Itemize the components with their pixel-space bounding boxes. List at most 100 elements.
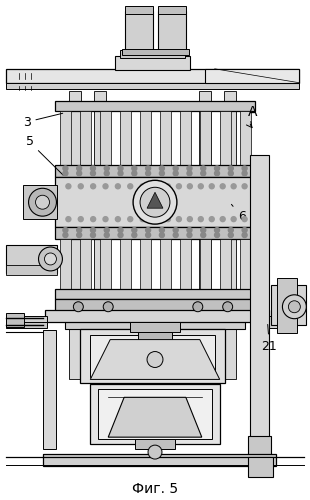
Circle shape xyxy=(187,232,192,237)
Circle shape xyxy=(231,216,236,222)
Circle shape xyxy=(173,228,178,232)
Circle shape xyxy=(187,171,192,176)
Circle shape xyxy=(173,232,178,237)
Bar xyxy=(100,239,111,289)
Bar xyxy=(248,457,273,477)
Circle shape xyxy=(91,216,95,222)
Circle shape xyxy=(187,184,192,189)
Circle shape xyxy=(103,302,113,312)
Bar xyxy=(94,90,106,380)
Circle shape xyxy=(77,232,82,237)
Bar xyxy=(200,110,211,166)
Bar xyxy=(140,239,151,289)
Circle shape xyxy=(215,232,219,237)
Polygon shape xyxy=(108,398,202,437)
Bar xyxy=(180,239,191,289)
Bar xyxy=(120,110,131,166)
Text: 21: 21 xyxy=(262,324,277,352)
Circle shape xyxy=(215,171,219,176)
Circle shape xyxy=(159,166,164,171)
Bar xyxy=(250,156,269,439)
Circle shape xyxy=(166,184,171,189)
Bar xyxy=(135,439,175,449)
Bar xyxy=(55,289,255,299)
Circle shape xyxy=(193,302,203,312)
Bar xyxy=(80,328,225,384)
Circle shape xyxy=(176,216,181,222)
Circle shape xyxy=(228,228,233,232)
Circle shape xyxy=(173,171,178,176)
Bar xyxy=(90,334,215,378)
Text: Фиг. 5: Фиг. 5 xyxy=(132,482,178,496)
Bar xyxy=(224,90,236,380)
Circle shape xyxy=(146,228,151,232)
Circle shape xyxy=(209,216,214,222)
Circle shape xyxy=(63,228,68,232)
Text: 6: 6 xyxy=(232,204,246,223)
Circle shape xyxy=(228,232,233,237)
Circle shape xyxy=(187,216,192,222)
Bar xyxy=(140,110,151,166)
Circle shape xyxy=(242,166,247,171)
Bar xyxy=(23,186,57,219)
Circle shape xyxy=(104,232,109,237)
Circle shape xyxy=(153,184,157,189)
Circle shape xyxy=(77,228,82,232)
Circle shape xyxy=(118,228,123,232)
Bar xyxy=(130,322,180,332)
Circle shape xyxy=(242,171,247,176)
Bar xyxy=(55,100,255,110)
Circle shape xyxy=(242,184,247,189)
Circle shape xyxy=(176,184,181,189)
Bar xyxy=(69,90,81,380)
Circle shape xyxy=(146,232,151,237)
Bar xyxy=(55,299,255,312)
Circle shape xyxy=(132,232,137,237)
Circle shape xyxy=(132,228,137,232)
Bar xyxy=(120,50,185,58)
Polygon shape xyxy=(147,192,163,208)
Circle shape xyxy=(201,232,206,237)
Bar xyxy=(60,110,71,166)
Bar xyxy=(42,454,277,466)
Circle shape xyxy=(118,232,123,237)
Text: A: A xyxy=(246,104,257,128)
Circle shape xyxy=(128,216,133,222)
Bar xyxy=(160,110,171,166)
Circle shape xyxy=(242,232,247,237)
Circle shape xyxy=(187,166,192,171)
Circle shape xyxy=(140,188,170,217)
Circle shape xyxy=(91,166,95,171)
Bar xyxy=(220,110,231,166)
Bar xyxy=(160,239,171,289)
Bar xyxy=(268,316,297,328)
Bar xyxy=(80,110,91,166)
Circle shape xyxy=(91,228,95,232)
Circle shape xyxy=(198,184,203,189)
Circle shape xyxy=(78,216,83,222)
Bar xyxy=(42,330,56,449)
Bar xyxy=(240,239,250,289)
Bar xyxy=(158,6,186,14)
Circle shape xyxy=(209,184,214,189)
Circle shape xyxy=(242,228,247,232)
Circle shape xyxy=(228,166,233,171)
Circle shape xyxy=(91,171,95,176)
Circle shape xyxy=(103,216,108,222)
Circle shape xyxy=(38,247,62,271)
Circle shape xyxy=(140,216,145,222)
Circle shape xyxy=(215,228,219,232)
Circle shape xyxy=(91,232,95,237)
Bar xyxy=(158,11,186,51)
Circle shape xyxy=(63,232,68,237)
Circle shape xyxy=(146,171,151,176)
Bar xyxy=(55,166,255,177)
Circle shape xyxy=(187,228,192,232)
Circle shape xyxy=(66,216,71,222)
Text: 5: 5 xyxy=(26,136,64,175)
Circle shape xyxy=(242,216,247,222)
Circle shape xyxy=(118,166,123,171)
Bar xyxy=(46,310,269,322)
Circle shape xyxy=(104,228,109,232)
Bar xyxy=(6,83,299,88)
